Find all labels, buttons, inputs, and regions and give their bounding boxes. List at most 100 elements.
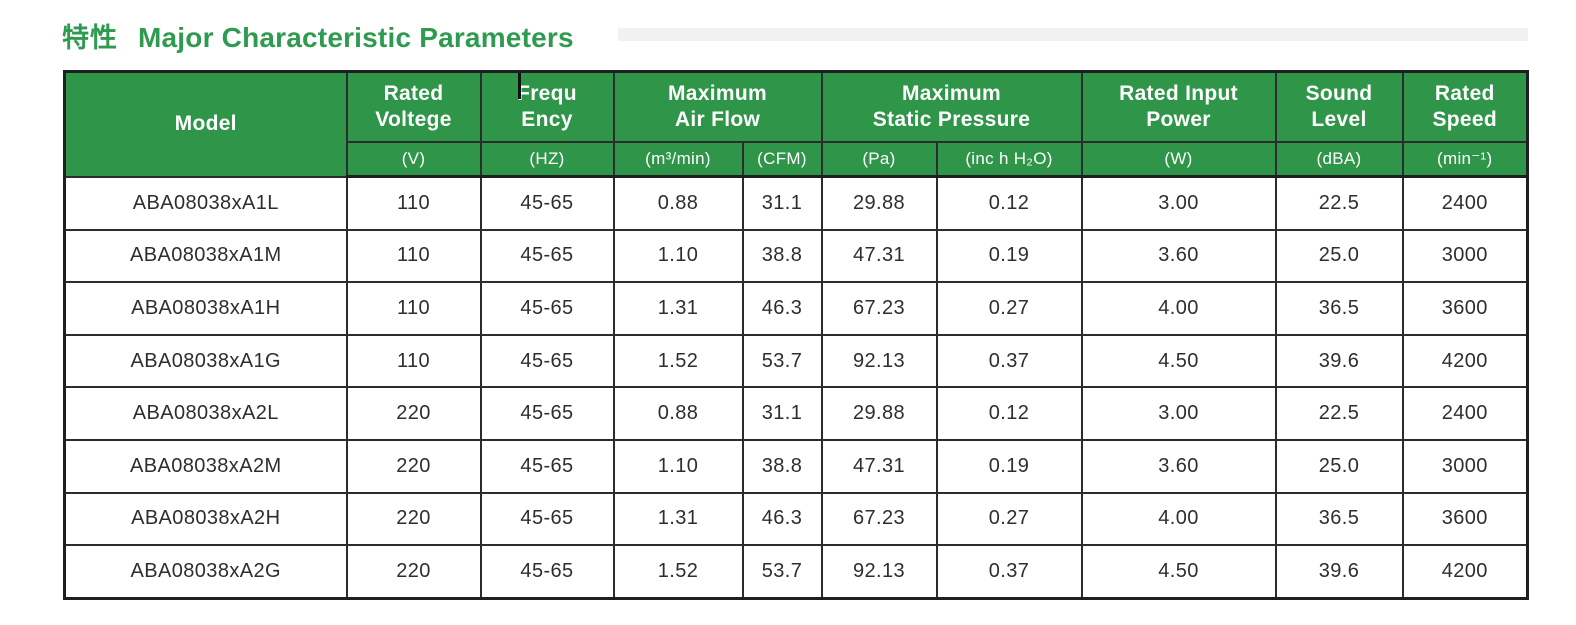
value-cell: 39.6 (1274, 544, 1404, 600)
value-cell: 0.19 (935, 438, 1083, 494)
value-cell: 31.1 (741, 386, 823, 441)
value-cell: 1.31 (612, 281, 744, 336)
unit-power-w: (W) (1080, 141, 1277, 178)
value-cell: 220 (345, 491, 482, 547)
value-cell: 4.50 (1080, 333, 1277, 389)
value-cell: 36.5 (1274, 491, 1404, 547)
text-cursor-artifact (518, 73, 521, 99)
value-cell: 53.7 (741, 333, 823, 389)
value-cell: 67.23 (820, 281, 938, 336)
table-body: ABA08038xA1L 110 45-65 0.88 31.1 29.88 0.12 3.0… (63, 175, 1529, 600)
header-max-static-pressure: Maximum Static Pressure (820, 70, 1083, 143)
value-cell: 29.88 (820, 386, 938, 441)
value-cell: 1.52 (612, 544, 744, 600)
header-frequency: Frequ Ency (479, 70, 615, 143)
value-cell: 3000 (1401, 228, 1529, 284)
value-cell: 3.60 (1080, 438, 1277, 494)
unit-speed-min: (min⁻¹) (1401, 141, 1529, 178)
value-cell: 0.27 (935, 491, 1083, 547)
page-title: 特性 Major Characteristic Parameters (62, 16, 574, 55)
value-cell: 1.10 (612, 228, 744, 284)
header-rated-voltage: Rated Voltege (345, 70, 482, 143)
value-cell: 220 (345, 386, 482, 441)
header-unit-row: (V) (HZ) (m³/min) (CFM) (Pa) (inc h H₂O)… (65, 141, 1529, 178)
value-cell: 31.1 (741, 175, 823, 231)
model-cell: ABA08038xA2H (63, 491, 348, 547)
value-cell: 0.37 (935, 544, 1083, 600)
value-cell: 39.6 (1274, 333, 1404, 389)
value-cell: 2400 (1401, 175, 1529, 231)
value-cell: 3.60 (1080, 228, 1277, 284)
value-cell: 4.00 (1080, 491, 1277, 547)
value-cell: 3.00 (1080, 175, 1277, 231)
table-row: ABA08038xA1L 110 45-65 0.88 31.1 29.88 0.12 3.0… (63, 175, 1529, 231)
table-row: ABA08038xA1H 110 45-65 1.31 46.3 67.23 0.27 4.0… (63, 281, 1529, 336)
value-cell: 45-65 (479, 544, 615, 600)
model-cell: ABA08038xA1G (63, 333, 348, 389)
value-cell: 110 (345, 175, 482, 231)
value-cell: 67.23 (820, 491, 938, 547)
header-label-row: Model Rated Voltege Frequ Ency Maximum A… (63, 70, 1529, 178)
value-cell: 0.37 (935, 333, 1083, 389)
model-cell: ABA08038xA1L (63, 175, 348, 231)
value-cell: 0.27 (935, 281, 1083, 336)
unit-sound-dba: (dBA) (1274, 141, 1404, 178)
value-cell: 2400 (1401, 386, 1529, 441)
header-rated-speed: Rated Speed (1401, 70, 1529, 143)
table-row: ABA08038xA2M 220 45-65 1.10 38.8 47.31 0.19 3.6… (63, 438, 1529, 494)
value-cell: 45-65 (479, 175, 615, 231)
value-cell: 4.50 (1080, 544, 1277, 600)
model-cell: ABA08038xA2L (63, 386, 348, 441)
header-max-air-flow: Maximum Air Flow (612, 70, 823, 143)
value-cell: 25.0 (1274, 228, 1404, 284)
table-row: ABA08038xA1M 110 45-65 1.10 38.8 47.31 0.19 3.6… (63, 228, 1529, 284)
model-cell: ABA08038xA2M (63, 438, 348, 494)
value-cell: 0.12 (935, 386, 1083, 441)
value-cell: 22.5 (1274, 175, 1404, 231)
page-title-en: Major Characteristic Parameters (138, 22, 574, 53)
spec-table-wrap: Model Rated Voltege Frequ Ency Maximum A… (63, 70, 1530, 600)
value-cell: 3.00 (1080, 386, 1277, 441)
value-cell: 4.00 (1080, 281, 1277, 336)
value-cell: 45-65 (479, 281, 615, 336)
value-cell: 1.31 (612, 491, 744, 547)
value-cell: 3600 (1401, 491, 1529, 547)
value-cell: 36.5 (1274, 281, 1404, 336)
value-cell: 47.31 (820, 228, 938, 284)
value-cell: 92.13 (820, 544, 938, 600)
value-cell: 220 (345, 544, 482, 600)
value-cell: 0.12 (935, 175, 1083, 231)
value-cell: 92.13 (820, 333, 938, 389)
value-cell: 3600 (1401, 281, 1529, 336)
value-cell: 3000 (1401, 438, 1529, 494)
unit-pressure-inch-h2o: (inc h H₂O) (935, 141, 1083, 178)
value-cell: 38.8 (741, 438, 823, 494)
value-cell: 45-65 (479, 228, 615, 284)
model-cell: ABA08038xA1H (63, 281, 348, 336)
unit-airflow-m3min: (m³/min) (612, 141, 744, 178)
value-cell: 0.88 (612, 386, 744, 441)
value-cell: 22.5 (1274, 386, 1404, 441)
value-cell: 4200 (1401, 544, 1529, 600)
value-cell: 1.52 (612, 333, 744, 389)
table-row: ABA08038xA2H 220 45-65 1.31 46.3 67.23 0.27 4.0… (63, 491, 1529, 547)
table-row: ABA08038xA2G 220 45-65 1.52 53.7 92.13 0.37 4.5… (63, 544, 1529, 600)
value-cell: 4200 (1401, 333, 1529, 389)
value-cell: 45-65 (479, 386, 615, 441)
page-title-cjk: 特性 (62, 23, 118, 53)
value-cell: 110 (345, 281, 482, 336)
spec-table: Model Rated Voltege Frequ Ency Maximum A… (63, 70, 1530, 600)
header-sound-level: Sound Level (1274, 70, 1404, 143)
model-cell: ABA08038xA2G (63, 544, 348, 600)
value-cell: 110 (345, 333, 482, 389)
value-cell: 45-65 (479, 438, 615, 494)
value-cell: 0.88 (612, 175, 744, 231)
value-cell: 45-65 (479, 333, 615, 389)
unit-airflow-cfm: (CFM) (741, 141, 823, 178)
value-cell: 0.19 (935, 228, 1083, 284)
value-cell: 38.8 (741, 228, 823, 284)
value-cell: 53.7 (741, 544, 823, 600)
table-row: ABA08038xA2L 220 45-65 0.88 31.1 29.88 0.12 3.0… (63, 386, 1529, 441)
value-cell: 1.10 (612, 438, 744, 494)
value-cell: 46.3 (741, 281, 823, 336)
